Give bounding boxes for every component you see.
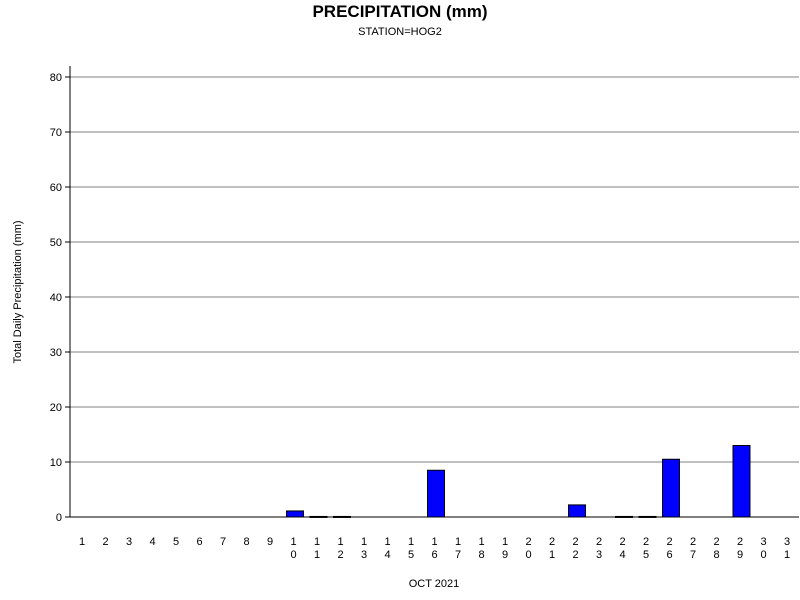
- chart-subtitle: STATION=HOG2: [358, 26, 442, 38]
- x-tick-label: 1: [79, 536, 85, 548]
- gridlines: [70, 76, 799, 463]
- x-axis-ticks: 1 2 3 4 5 6 7 8 9 1 01 11 21 31 41 51 61 71 81 92 02 12 22 32 42…: [79, 536, 790, 561]
- bar: [286, 510, 304, 518]
- y-tick-label: 40: [50, 292, 62, 304]
- x-tick-label: 7: [220, 536, 226, 548]
- bar: [568, 504, 586, 518]
- x-axis-label: OCT 2021: [409, 578, 460, 590]
- x-tick-label: 9: [267, 536, 273, 548]
- bar: [662, 458, 680, 518]
- x-tick-label: 8: [243, 536, 249, 548]
- y-tick-label: 30: [50, 347, 62, 359]
- x-tick-label: 2: [102, 536, 108, 548]
- y-tick-label: 20: [50, 402, 62, 414]
- y-tick-label: 80: [50, 72, 62, 84]
- x-tick-label: 3: [126, 536, 132, 548]
- y-tick-label: 60: [50, 182, 62, 194]
- x-tick-label: 4: [149, 536, 155, 548]
- y-axis-label: Total Daily Precipitation (mm): [12, 220, 24, 363]
- y-tick-label: 50: [50, 237, 62, 249]
- y-tick-label: 70: [50, 127, 62, 139]
- y-tick-label: 0: [56, 512, 62, 524]
- chart-title: PRECIPITATION (mm): [312, 2, 487, 21]
- y-axis-ticks: 0 10 20 30 40 50 60 70 80: [50, 72, 70, 524]
- x-tick-label: 6: [196, 536, 202, 548]
- x-tick-label: 5: [173, 536, 179, 548]
- y-tick-label: 10: [50, 457, 62, 469]
- bar: [427, 469, 445, 518]
- bars: [286, 445, 751, 518]
- bar: [732, 445, 751, 518]
